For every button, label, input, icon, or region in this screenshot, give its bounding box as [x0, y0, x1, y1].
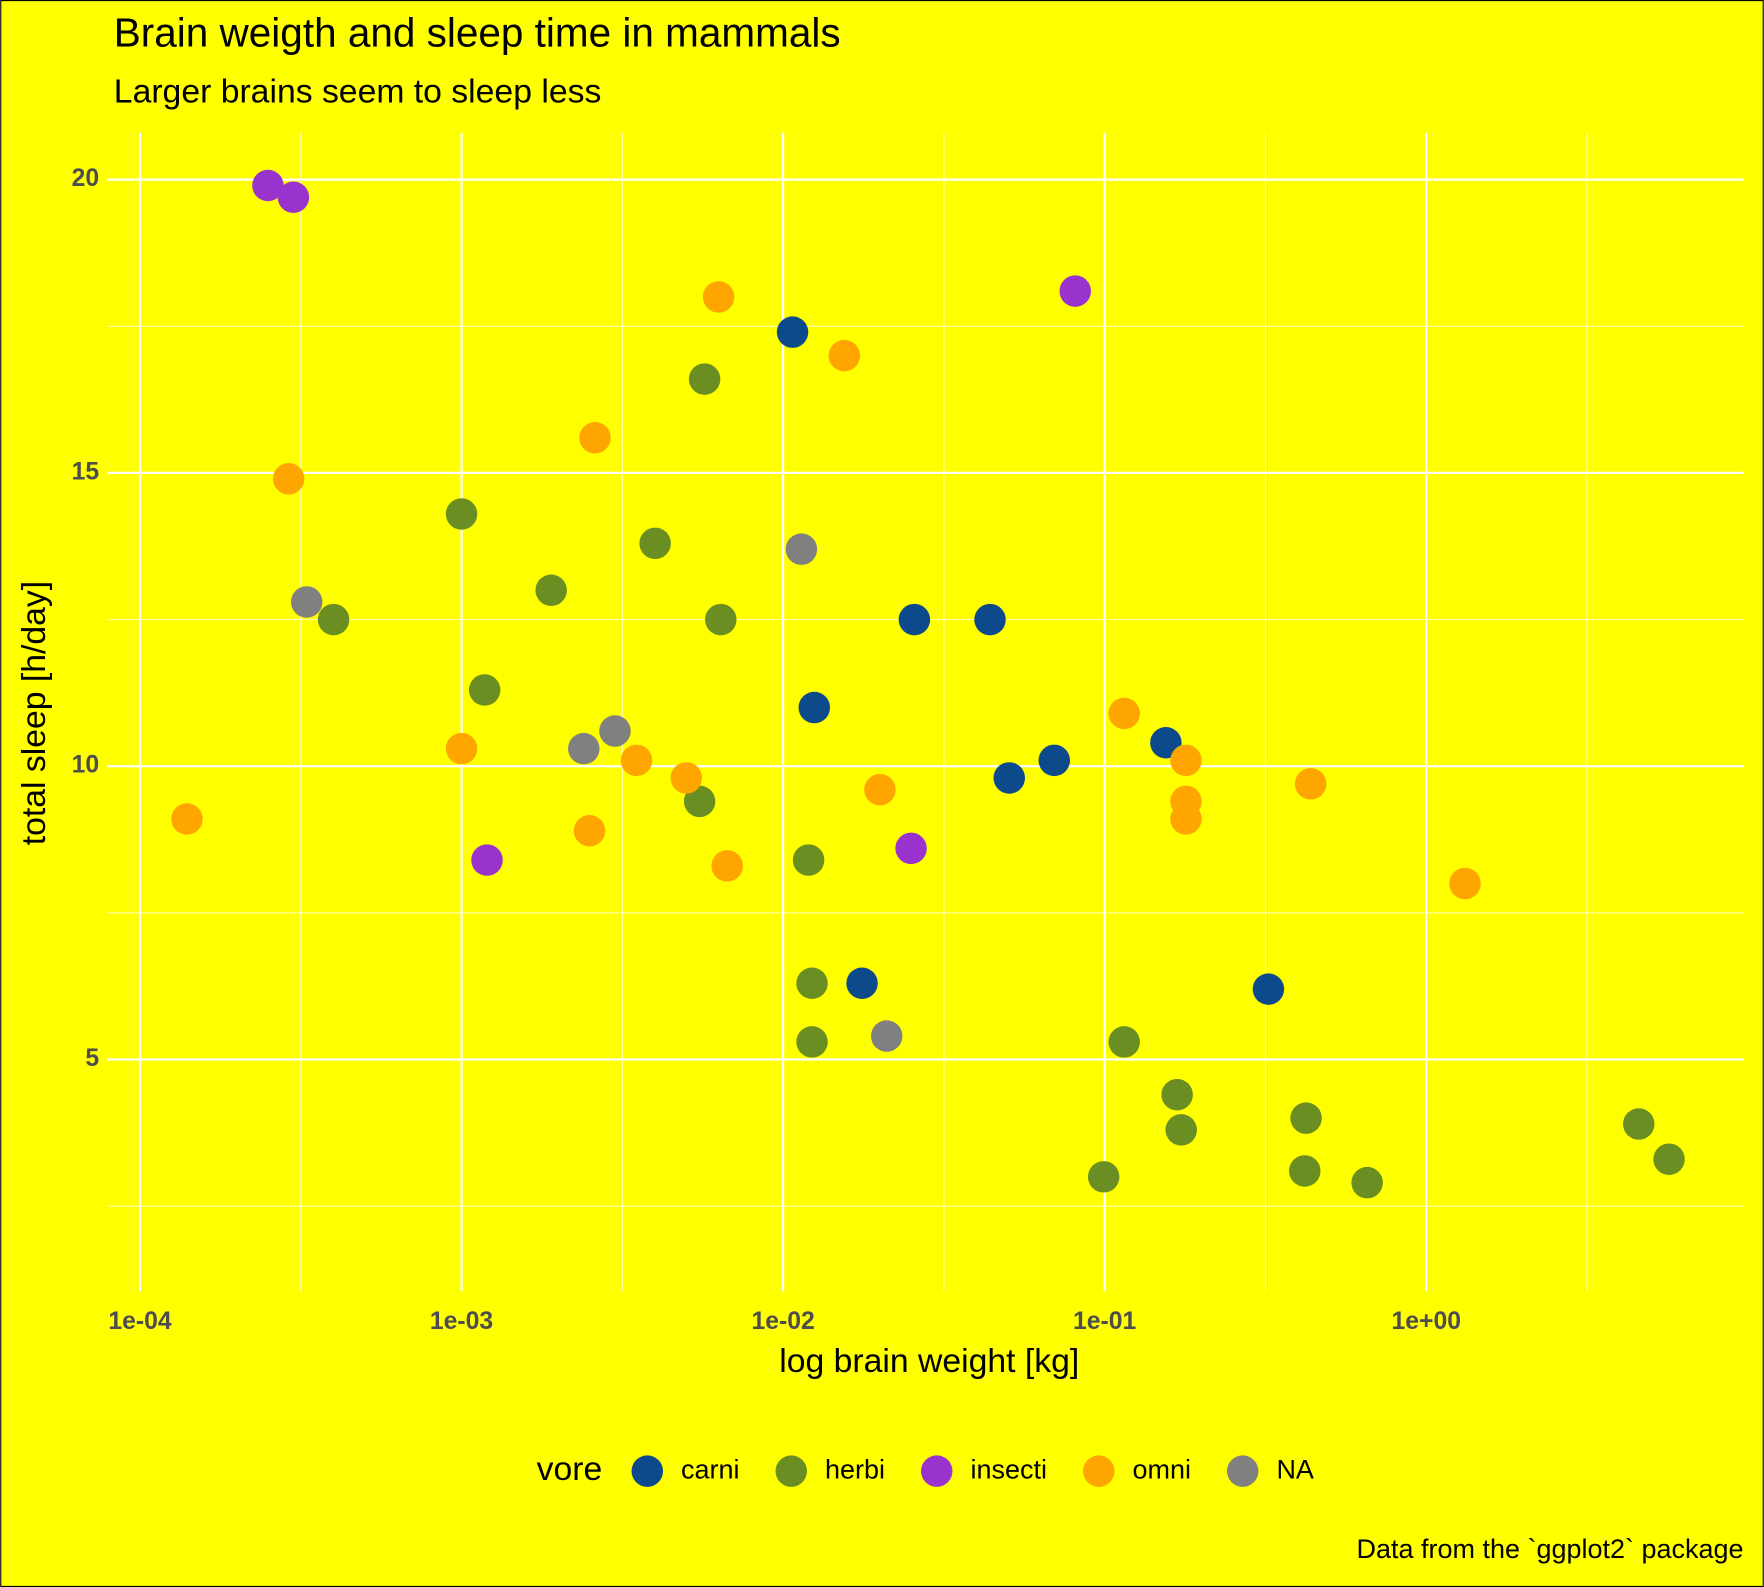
point [445, 498, 478, 530]
point [579, 421, 611, 454]
point [290, 586, 323, 618]
point [1294, 768, 1327, 800]
point [1449, 867, 1481, 900]
grid [107, 132, 1744, 1292]
point [1290, 1102, 1322, 1134]
point [1059, 275, 1091, 307]
point [639, 527, 671, 560]
point [705, 603, 737, 636]
point [568, 732, 600, 765]
point [864, 773, 896, 806]
point [1087, 1161, 1120, 1193]
point [702, 281, 735, 313]
chart-title: Brain weigth and sleep time in mammals [114, 10, 841, 56]
legend-label: herbi [825, 1454, 885, 1484]
x-tick-label: 1e-03 [430, 1308, 493, 1335]
point [1653, 1143, 1685, 1175]
y-axis-label: total sleep [h/day] [15, 581, 53, 845]
point [252, 169, 284, 202]
legend-key [1226, 1455, 1259, 1487]
point [1289, 1155, 1321, 1187]
point [785, 533, 818, 565]
point [1108, 697, 1140, 730]
y-tick-label: 5 [85, 1045, 99, 1072]
point [1161, 1078, 1193, 1111]
y-tick-label: 20 [72, 165, 100, 192]
point [445, 732, 478, 765]
x-tick-label: 1e-01 [1073, 1308, 1137, 1335]
point [974, 603, 1006, 636]
point [599, 715, 631, 747]
point [683, 785, 716, 818]
y-tick-label: 10 [72, 752, 100, 779]
point [1170, 744, 1202, 777]
point [1108, 1026, 1140, 1058]
x-tick-label: 1e+00 [1391, 1308, 1460, 1335]
point [1351, 1166, 1383, 1199]
legend-key [1082, 1455, 1115, 1487]
point [620, 744, 653, 777]
points [171, 169, 1685, 1199]
point [792, 844, 825, 876]
point [1038, 744, 1071, 777]
point [471, 844, 503, 876]
point [796, 1026, 828, 1058]
point [1252, 973, 1285, 1005]
legend-key [775, 1455, 807, 1487]
point [688, 363, 721, 395]
point [870, 1020, 903, 1052]
point [993, 762, 1026, 794]
point [468, 674, 501, 706]
point [796, 967, 828, 999]
point [798, 691, 831, 724]
legend-label: insecti [970, 1454, 1047, 1484]
legend-key [631, 1455, 664, 1487]
point [317, 603, 350, 636]
y-tick-label: 15 [72, 458, 100, 485]
point [895, 832, 927, 865]
point [898, 603, 931, 636]
point [1165, 1114, 1197, 1146]
x-tick-label: 1e-04 [108, 1308, 172, 1335]
point [846, 967, 878, 999]
legend: vore carni herbi insecti omni NA [537, 1450, 1314, 1488]
point [711, 850, 743, 882]
caption: Data from the `ggplot2` package [1357, 1534, 1744, 1564]
point [573, 814, 606, 847]
point [670, 762, 703, 794]
legend-label: carni [681, 1454, 740, 1484]
chart-subtitle: Larger brains seem to sleep less [114, 72, 602, 110]
point [272, 463, 305, 495]
point [1170, 803, 1202, 835]
legend-label: NA [1276, 1454, 1314, 1484]
point [277, 181, 310, 213]
legend-title: vore [537, 1450, 603, 1488]
point [828, 339, 861, 372]
point [776, 316, 809, 348]
x-tick-label: 1e-02 [751, 1308, 814, 1335]
legend-label: omni [1132, 1454, 1191, 1484]
point [535, 574, 567, 606]
point [1623, 1108, 1655, 1140]
point [171, 803, 203, 835]
legend-key [920, 1455, 953, 1487]
x-axis-label: log brain weight [kg] [779, 1342, 1079, 1380]
